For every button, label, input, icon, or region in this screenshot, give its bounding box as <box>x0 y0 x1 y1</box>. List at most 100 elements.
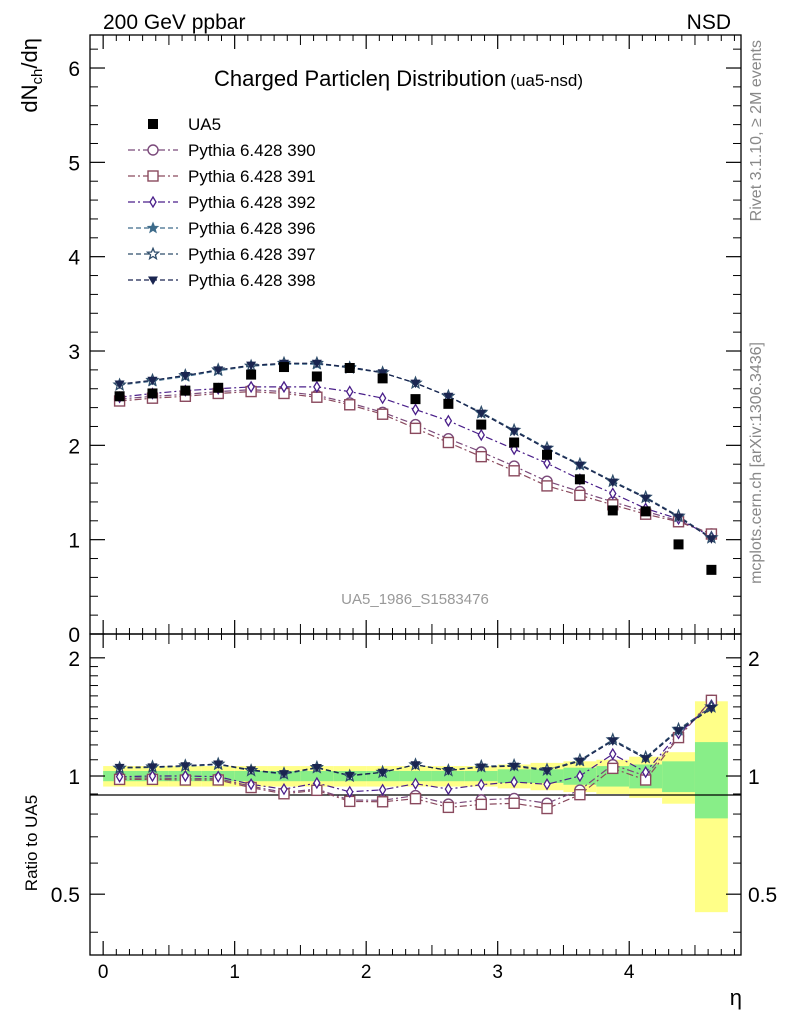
triangle-mark <box>147 763 158 772</box>
square-open-marker <box>508 797 520 809</box>
ratio-tick-label-right: 1 <box>748 766 760 789</box>
diamond-mark <box>247 380 255 394</box>
square-mark <box>476 419 487 430</box>
square-filled-marker <box>574 474 585 485</box>
square-mark <box>147 170 159 182</box>
square-open-marker <box>574 489 586 502</box>
square-mark <box>213 382 224 393</box>
square-mark <box>311 391 323 403</box>
triangle-mark <box>311 359 322 369</box>
ratio-tick-label: 1 <box>68 766 80 789</box>
triangle-down-filled-marker <box>246 361 257 371</box>
main-series-lines <box>119 362 712 540</box>
diamond-open-marker <box>411 777 420 790</box>
circle-open-marker <box>147 144 159 156</box>
diamond-open-marker <box>345 385 354 398</box>
triangle-mark <box>344 771 355 781</box>
triangle-mark <box>673 513 684 523</box>
triangle-down-filled-marker <box>673 727 684 736</box>
square-filled-marker <box>311 371 322 382</box>
square-mark <box>508 465 520 477</box>
square-filled-marker <box>148 119 158 129</box>
triangle-down-filled-marker <box>509 762 520 772</box>
square-open-marker <box>541 802 553 815</box>
triangle-down-filled-marker <box>246 766 257 775</box>
triangle-down-filled-marker <box>640 755 651 764</box>
main-series-markers <box>112 355 719 575</box>
triangle-mark <box>673 727 684 736</box>
diamond-open-marker <box>149 195 157 209</box>
square-mark <box>673 539 684 550</box>
square-mark <box>706 564 717 575</box>
analysis-watermark: UA5_1986_S1583476 <box>341 591 489 608</box>
x-tick-label: 2 <box>361 962 372 983</box>
diamond-mark <box>214 770 222 783</box>
chart-title: Charged Particleη Distribution (ua5-nsd) <box>214 66 583 91</box>
diamond-mark <box>378 783 387 797</box>
triangle-mark <box>278 770 289 779</box>
y-tick-label: 1 <box>68 530 80 553</box>
inner-band <box>694 742 728 819</box>
square-filled-marker <box>344 362 355 373</box>
square-filled-marker <box>509 437 520 448</box>
inner-band <box>530 769 564 783</box>
diamond-open-marker <box>378 391 387 405</box>
square-filled-marker <box>607 505 618 516</box>
ratio-axis-label: Ratio to UA5 <box>22 795 41 891</box>
square-mark <box>278 362 289 373</box>
triangle-mark <box>706 705 717 714</box>
square-mark <box>607 762 619 775</box>
triangle-mark <box>180 372 191 381</box>
square-open-marker <box>541 480 553 492</box>
diamond-open-marker <box>280 782 288 796</box>
square-open-marker <box>607 762 619 775</box>
triangle-down-filled-marker <box>640 494 651 504</box>
square-mark <box>607 505 618 516</box>
square-filled-marker <box>278 362 289 373</box>
diamond-mark <box>444 782 453 796</box>
triangle-mark <box>410 379 421 389</box>
triangle-mark <box>410 761 421 770</box>
square-open-marker <box>376 408 389 420</box>
triangle-mark <box>607 737 618 746</box>
triangle-mark <box>509 762 520 772</box>
square-filled-marker <box>673 539 684 550</box>
diamond-mark <box>641 765 650 779</box>
ratio-tick-label: 0.5 <box>51 884 80 907</box>
legend-label: Pythia 6.428 396 <box>188 219 316 238</box>
x-tick-label: 1 <box>229 962 240 983</box>
square-mark <box>443 398 454 409</box>
square-mark <box>114 391 125 402</box>
square-mark <box>542 449 553 460</box>
triangle-down-filled-marker <box>443 392 454 402</box>
diamond-open-marker <box>345 785 354 799</box>
legend-label: Pythia 6.428 391 <box>188 167 316 186</box>
square-mark <box>574 788 586 801</box>
square-filled-marker <box>147 388 158 399</box>
y-tick-label: 6 <box>68 58 80 81</box>
square-mark <box>377 373 388 384</box>
diamond-mark <box>280 782 288 796</box>
diamond-open-marker <box>214 770 222 783</box>
diamond-open-marker <box>148 769 157 783</box>
triangle-mark <box>147 376 158 386</box>
square-mark <box>475 450 487 463</box>
legend-label: Pythia 6.428 397 <box>188 245 316 264</box>
square-open-marker <box>344 399 356 411</box>
square-mark <box>541 802 553 815</box>
diamond-mark <box>444 414 453 428</box>
diamond-mark <box>543 456 551 470</box>
diamond-open-marker <box>477 428 486 442</box>
square-open-marker <box>475 450 487 463</box>
legend-label: Pythia 6.428 392 <box>188 193 316 212</box>
triangle-down-filled-marker <box>443 767 454 776</box>
triangle-down-filled-marker <box>311 359 322 369</box>
diamond-open-marker <box>543 456 551 470</box>
square-mark <box>344 399 356 411</box>
ua5-uncertainty-bands <box>103 701 728 913</box>
ratio-tick-label-right: 2 <box>748 648 760 671</box>
triangle-mark <box>607 478 618 488</box>
triangle-mark <box>148 276 158 285</box>
diamond-mark <box>411 777 420 790</box>
